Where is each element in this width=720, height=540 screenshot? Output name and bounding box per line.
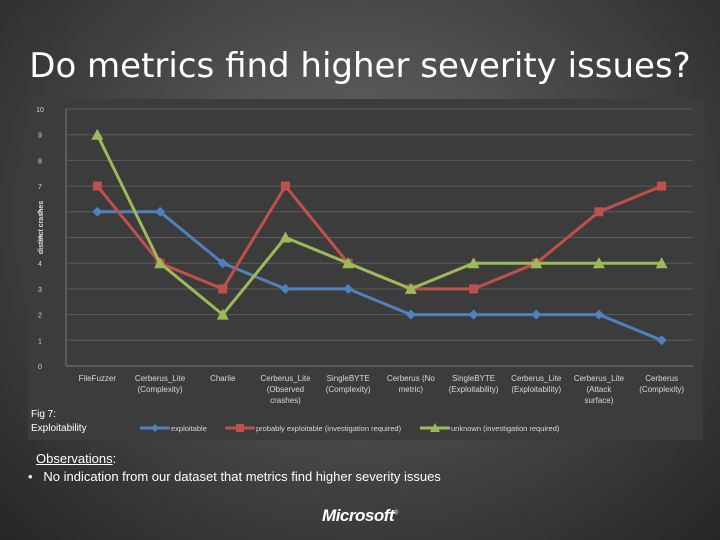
line-chart: 0 1 2 3 4 5 6 7 8 9 10 distinct crashes FileFuzzer Ce… <box>36 107 693 433</box>
data-point-triangle <box>342 257 355 269</box>
x-tick-label-line: Cerberus_Lite <box>574 374 625 383</box>
logo-wordmark: Microsoft <box>322 506 395 525</box>
x-tick-label-line: (Exploitability) <box>511 385 561 394</box>
data-point-triangle <box>91 128 104 140</box>
x-tick-label: FileFuzzer <box>79 374 117 383</box>
x-tick-label-line: surface) <box>584 396 613 405</box>
x-tick-label: Charlie <box>210 374 236 383</box>
data-point-square <box>594 207 604 217</box>
x-tick-label-line: SingleBYTE <box>452 374 495 383</box>
x-tick-label-line: SingleBYTE <box>327 374 370 383</box>
y-tick-label: 7 <box>38 184 42 191</box>
x-tick-label: Cerberus (No metric) <box>387 374 436 394</box>
y-tick-label: 5 <box>38 236 42 243</box>
data-point-diamond <box>217 258 228 269</box>
x-tick-label: Cerberus_Lite (Observed crashes) <box>260 374 311 405</box>
legend-marker-triangle <box>430 423 440 432</box>
data-point-triangle <box>467 257 480 269</box>
data-point-triangle <box>592 257 605 269</box>
logo-registered-mark: ® <box>394 510 398 517</box>
y-tick-label: 4 <box>38 261 42 268</box>
figure-caption: Fig 7: Exploitability <box>31 408 87 436</box>
x-tick-label-line: (Attack <box>586 385 612 394</box>
x-tick-label-line: Cerberus_Lite <box>135 374 186 383</box>
y-axis-title: distinct crashes <box>38 201 45 254</box>
x-tick-label-line: Cerberus (No <box>387 374 436 383</box>
y-tick-label: 8 <box>38 158 42 165</box>
microsoft-logo: Microsoft® <box>0 506 720 526</box>
data-point-triangle <box>154 257 167 269</box>
x-tick-label: Cerberus_Lite (Exploitability) <box>511 374 562 394</box>
data-point-square <box>218 284 228 294</box>
series-line-diamond <box>97 210 663 342</box>
data-point-square <box>657 181 667 191</box>
legend-marker-diamond <box>151 424 159 432</box>
data-point-diamond <box>280 283 291 294</box>
y-tick-label: 1 <box>38 338 42 345</box>
series-line-triangle <box>96 134 662 317</box>
bullet-icon: • <box>28 469 33 484</box>
data-point-diamond <box>155 206 166 217</box>
x-tick-label-line: metric) <box>399 385 424 394</box>
x-tick-label-line: FileFuzzer <box>79 374 117 383</box>
x-tick-label-line: (Observed <box>267 385 304 394</box>
observations: Observations: • No indication from our d… <box>28 450 441 486</box>
x-tick-label-line: (Complexity) <box>326 385 371 394</box>
data-point-diamond <box>343 283 354 294</box>
x-tick-label-line: Cerberus <box>645 374 678 383</box>
observation-text: No indication from our dataset that metr… <box>43 469 441 484</box>
slide-title: Do metrics find higher severity issues? <box>29 46 691 86</box>
data-point-diamond <box>405 309 416 320</box>
x-tick-label-line: (Exploitability) <box>449 385 499 394</box>
data-point-diamond <box>531 309 542 320</box>
figure-caption-label: Exploitability <box>31 423 87 434</box>
y-tick-label: 0 <box>38 364 42 371</box>
y-tick-label: 6 <box>38 210 42 217</box>
y-tick-label: 2 <box>38 313 42 320</box>
legend-marker-square <box>236 424 244 432</box>
x-tick-label: Cerberus_Lite (Complexity) <box>135 374 186 394</box>
y-tick-label: 3 <box>38 287 42 294</box>
chart-panel: 0 1 2 3 4 5 6 7 8 9 10 distinct crashes FileFuzzer Ce… <box>28 99 703 440</box>
data-point-diamond <box>593 309 604 320</box>
x-tick-label: Cerberus (Complexity) <box>639 374 684 394</box>
data-point-square <box>469 284 479 294</box>
figure-caption-number: Fig 7: <box>31 409 57 420</box>
x-tick-label-line: Charlie <box>210 374 236 383</box>
data-point-triangle <box>279 231 292 243</box>
data-point-diamond <box>656 335 667 346</box>
x-tick-label-line: (Complexity) <box>639 385 684 394</box>
x-tick-label: SingleBYTE (Exploitability) <box>449 374 499 394</box>
legend-label: probably exploitable (investigation requ… <box>256 424 402 433</box>
y-tick-label: 10 <box>36 107 44 114</box>
x-tick-label-line: crashes) <box>270 396 301 405</box>
x-tick-label-line: Cerberus_Lite <box>260 374 311 383</box>
data-point-square <box>280 181 290 191</box>
observation-bullet: • No indication from our dataset that me… <box>28 468 441 486</box>
data-point-triangle <box>216 308 229 320</box>
x-tick-label: Cerberus_Lite (Attack surface) <box>574 374 625 405</box>
legend-label: exploitable <box>171 424 207 433</box>
data-point-triangle <box>404 282 417 294</box>
y-tick-label: 9 <box>38 133 42 140</box>
data-point-diamond <box>92 206 103 217</box>
x-tick-label: SingleBYTE (Complexity) <box>326 374 371 394</box>
data-point-triangle <box>655 257 668 269</box>
observations-heading: Observations <box>36 451 113 466</box>
observations-colon: : <box>112 451 117 466</box>
x-tick-label-line: (Complexity) <box>138 385 183 394</box>
x-tick-label-line: Cerberus_Lite <box>511 374 562 383</box>
data-point-diamond <box>468 309 479 320</box>
legend-label: unknown (investigation required) <box>451 424 560 433</box>
data-point-square <box>92 181 102 191</box>
data-point-triangle <box>530 257 543 269</box>
